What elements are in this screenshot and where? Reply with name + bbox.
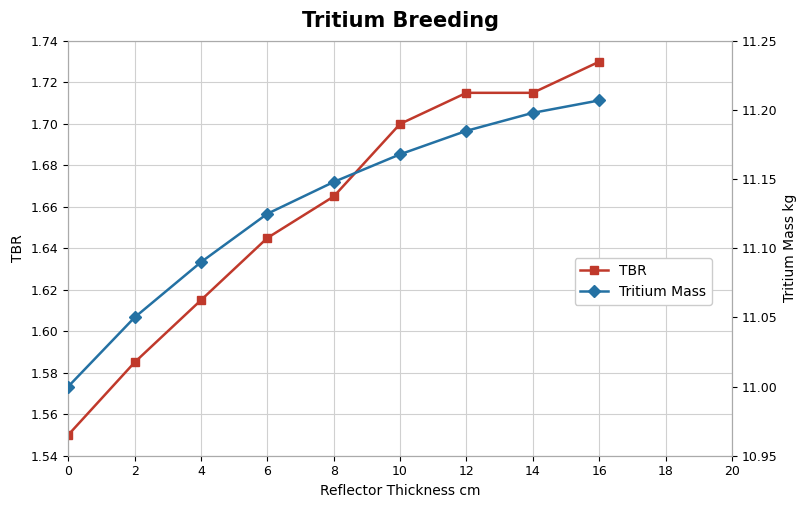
TBR [63,432,73,438]
Tritium Mass [395,151,405,157]
Tritium Mass [263,211,272,217]
Legend: TBR, Tritium Mass: TBR, Tritium Mass [574,259,712,304]
TBR [461,90,471,96]
TBR [130,359,140,365]
Y-axis label: TBR: TBR [11,235,25,262]
Tritium Mass [329,179,339,185]
Tritium Mass [63,383,73,389]
X-axis label: Reflector Thickness cm: Reflector Thickness cm [320,484,480,498]
Tritium Mass [461,128,471,134]
Title: Tritium Breeding: Tritium Breeding [301,11,499,31]
Tritium Mass [130,315,140,321]
TBR [528,90,537,96]
TBR [595,59,604,65]
Tritium Mass [196,259,206,265]
TBR [329,193,339,200]
TBR [395,121,405,127]
Tritium Mass [595,97,604,103]
Line: Tritium Mass: Tritium Mass [64,96,604,391]
TBR [196,297,206,303]
Y-axis label: Tritium Mass kg: Tritium Mass kg [783,194,797,302]
Line: TBR: TBR [64,58,604,439]
Tritium Mass [528,110,537,116]
TBR [263,235,272,241]
